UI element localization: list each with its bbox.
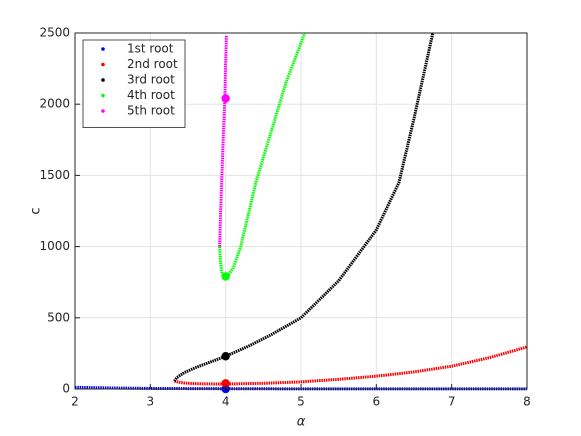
legend-marker [101,109,105,113]
x-tick-label: 5 [297,395,305,409]
y-tick-label: 2000 [39,97,70,111]
legend-marker [101,47,105,51]
series-line [173,32,435,382]
legend-label: 5th root [127,104,175,118]
series-line [218,35,228,247]
y-tick-label: 1500 [39,168,70,182]
x-tick-label: 8 [523,395,531,409]
x-tick-label: 4 [222,395,230,409]
legend-label: 4th root [127,88,175,102]
legend-label: 2nd root [127,57,178,71]
legend-box [82,39,186,128]
series-line [218,32,307,279]
legend-marker [101,93,105,98]
legend-label: 1st root [127,42,174,56]
highlight-point [221,379,230,388]
y-tick-label: 0 [62,382,70,396]
x-axis-label: α [297,415,306,430]
legend-label: 3rd root [127,73,175,87]
legend-marker [101,78,105,82]
legend-marker [101,62,105,67]
highlight-point [221,272,230,281]
y-tick-label: 500 [47,310,70,324]
y-tick-label: 1000 [39,239,70,253]
x-tick-label: 3 [147,395,155,409]
x-tick-label: 7 [448,395,456,409]
x-tick-label: 6 [373,395,381,409]
y-axis-label: c [29,207,44,214]
series-line [174,345,528,386]
highlight-point [221,94,230,103]
y-tick-label: 2500 [39,26,70,40]
x-tick-label: 2 [71,395,79,409]
highlight-point [221,352,230,361]
